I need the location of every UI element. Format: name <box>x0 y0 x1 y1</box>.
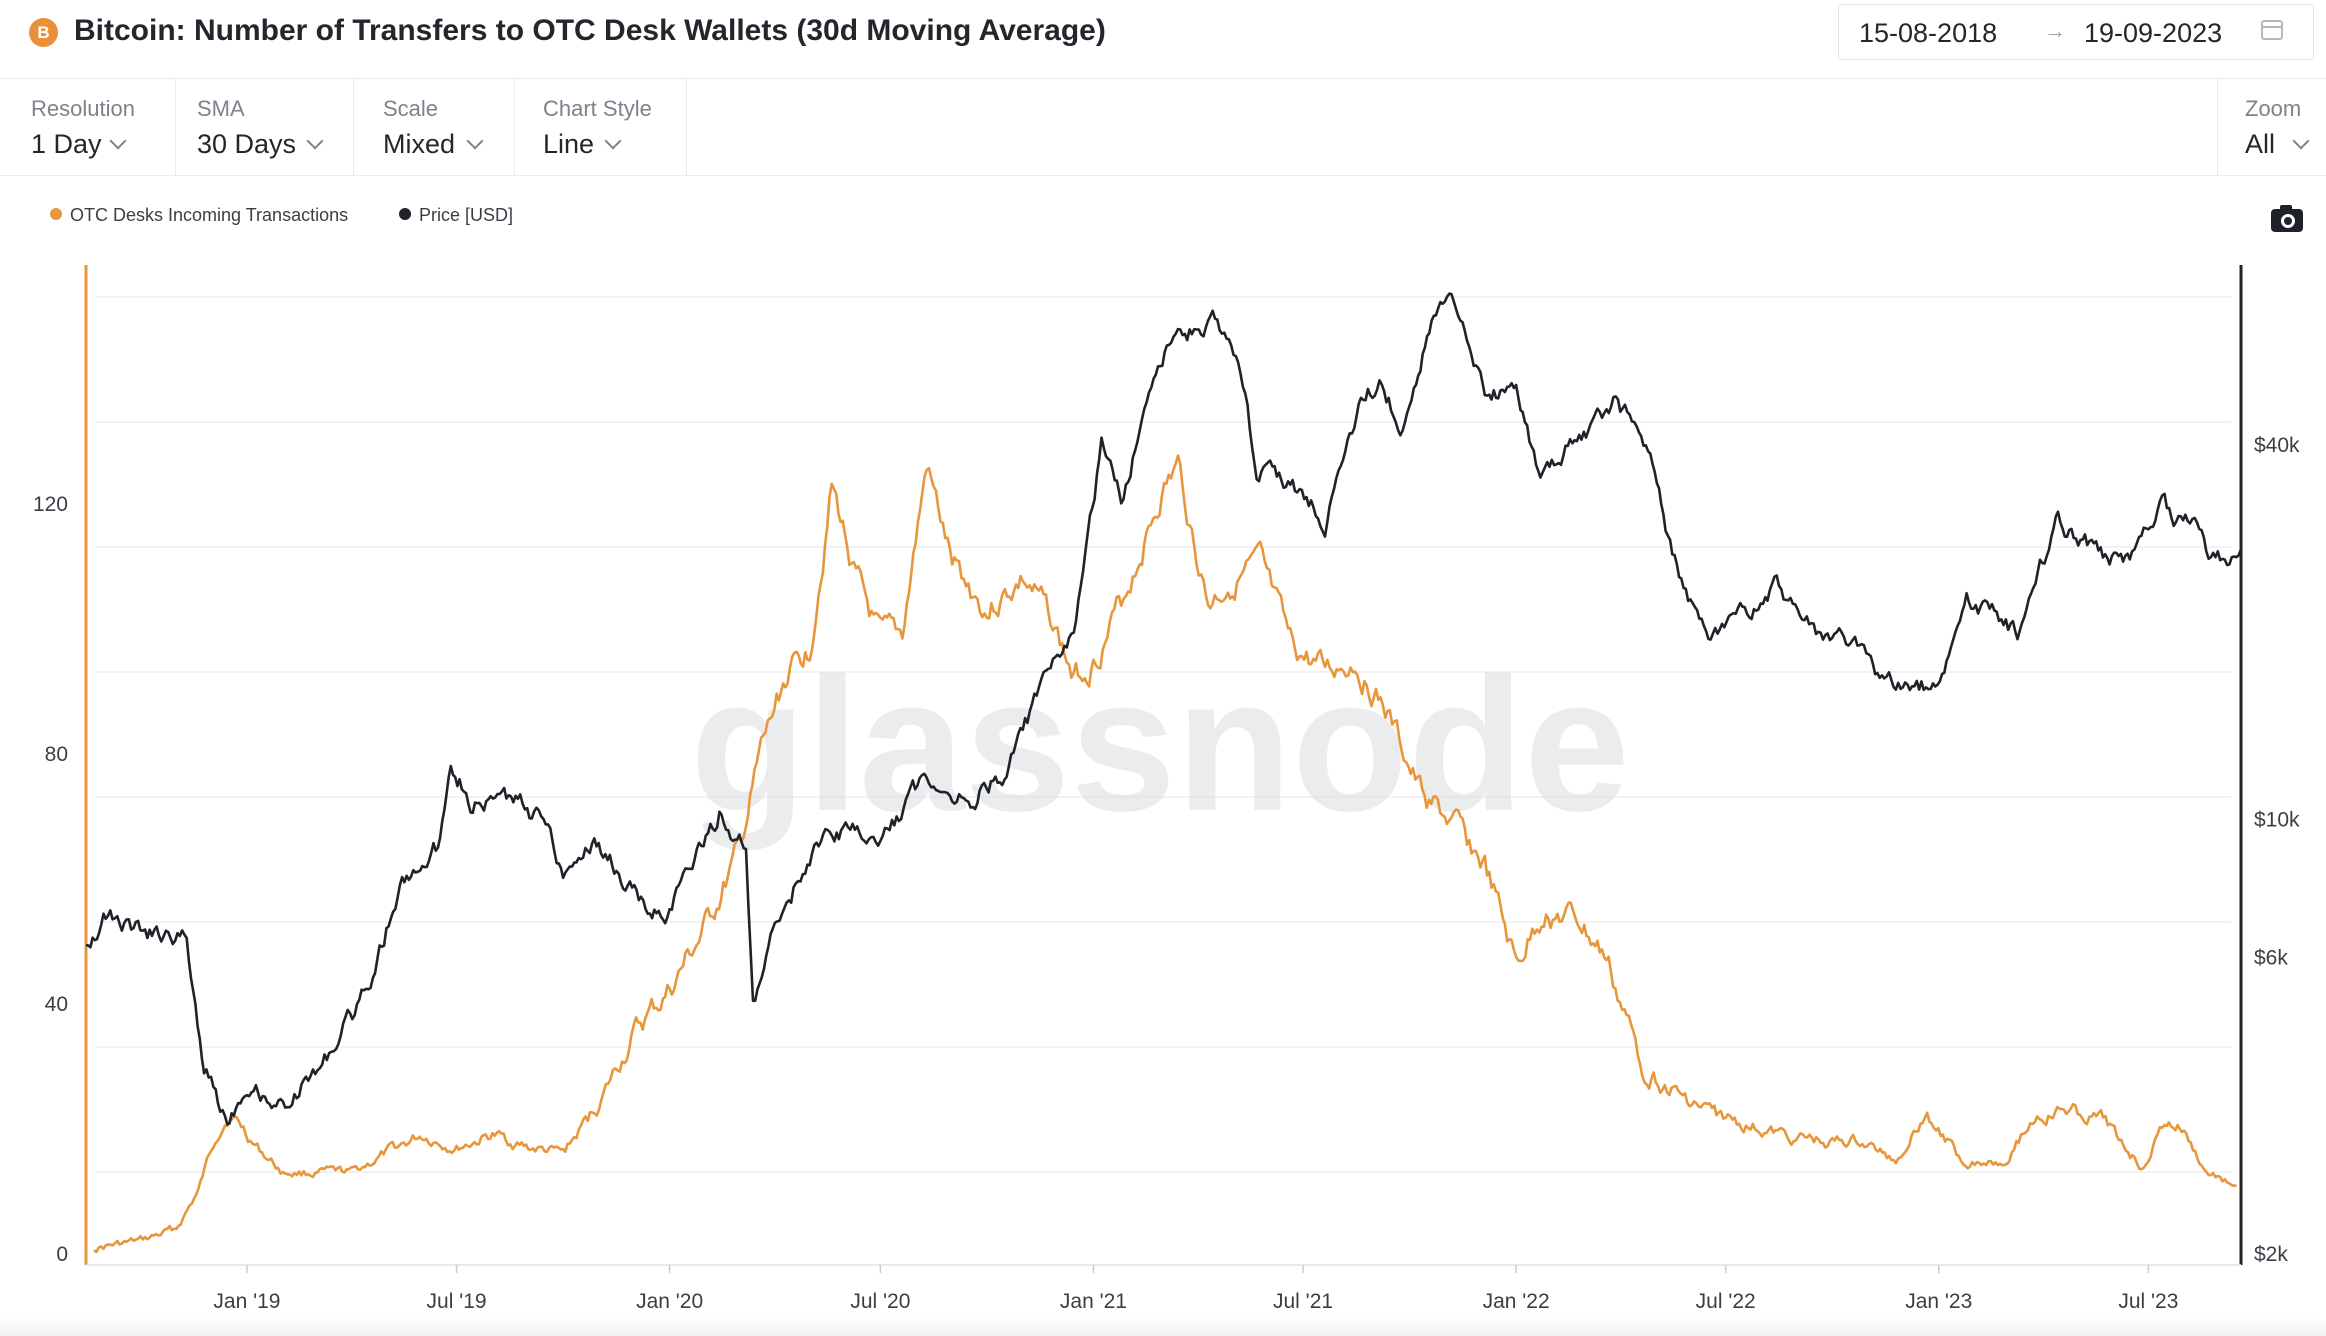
date-range-picker[interactable]: 15-08-2018 → 19-09-2023 <box>1838 4 2314 60</box>
chevron-down-icon <box>2292 132 2310 150</box>
resolution-label: Resolution <box>31 96 135 121</box>
x-axis-tick-label: Jan '21 <box>1060 1290 1127 1313</box>
chart-style-value[interactable]: Line <box>543 129 595 159</box>
right-axis-tick-label: $6k <box>2254 946 2288 969</box>
chevron-down-icon <box>604 132 622 150</box>
watermark-text: glassnode <box>690 639 1630 851</box>
legend-label-otc: OTC Desks Incoming Transactions <box>70 205 349 225</box>
left-axis-tick-label: 0 <box>56 1243 68 1266</box>
sma-label: SMA <box>197 96 245 121</box>
chart-canvas: glassnode 0 40 80 120 $2k $6k $10k $40k Jan '19 Ju… <box>33 265 2300 1313</box>
left-axis-tick-label: 40 <box>45 993 68 1016</box>
legend-label-price: Price [USD] <box>419 205 514 225</box>
chart-style-select[interactable]: Chart Style Line <box>515 79 687 175</box>
otc-transactions-line <box>93 454 2237 1254</box>
chevron-down-icon <box>466 132 484 150</box>
zoom-label: Zoom <box>2245 96 2302 121</box>
camera-icon[interactable] <box>2271 205 2303 232</box>
scale-value[interactable]: Mixed <box>383 129 456 159</box>
x-axis-tick-label: Jul '22 <box>1696 1290 1756 1313</box>
x-axis-tick-label: Jan '20 <box>636 1290 703 1313</box>
x-axis-tick-label: Jan '23 <box>1905 1290 1972 1313</box>
date-start-input[interactable]: 15-08-2018 <box>1859 18 1998 48</box>
price-usd-line <box>85 292 2243 1126</box>
right-axis-tick-label: $2k <box>2254 1243 2288 1266</box>
calendar-icon[interactable] <box>2261 20 2283 40</box>
bitcoin-icon: B <box>29 18 58 47</box>
left-axis-tick-label: 80 <box>45 743 68 766</box>
x-axis-tick-label: Jan '22 <box>1483 1290 1550 1313</box>
left-axis-tick-label: 120 <box>33 493 68 516</box>
chart-controls: Resolution 1 Day SMA 30 Days Scale Mixed… <box>0 79 2326 176</box>
chevron-down-icon <box>306 132 324 150</box>
scale-label: Scale <box>383 96 439 121</box>
chart-style-label: Chart Style <box>543 96 652 121</box>
page-title: Bitcoin: Number of Transfers to OTC Desk… <box>74 14 1106 47</box>
x-axis-tick-label: Jul '20 <box>850 1290 910 1313</box>
arrow-right-icon: → <box>2044 18 2066 43</box>
legend-dot-otc <box>50 208 62 220</box>
resolution-value[interactable]: 1 Day <box>31 129 102 159</box>
sma-value[interactable]: 30 Days <box>197 129 297 159</box>
resolution-select[interactable]: Resolution 1 Day <box>0 79 176 175</box>
date-end-input[interactable]: 19-09-2023 <box>2084 18 2223 48</box>
bottom-edge <box>0 1318 2326 1336</box>
chart-header: B Bitcoin: Number of Transfers to OTC De… <box>0 0 2326 79</box>
chevron-down-icon <box>109 132 127 150</box>
legend-item-otc[interactable]: OTC Desks Incoming Transactions <box>50 205 348 226</box>
x-axis-tick-label: Jul '23 <box>2118 1290 2178 1313</box>
x-axis-tick-label: Jan '19 <box>213 1290 280 1313</box>
scale-select[interactable]: Scale Mixed <box>354 79 515 175</box>
legend-item-price[interactable]: Price [USD] <box>399 205 513 226</box>
x-axis-tick-label: Jul '19 <box>427 1290 487 1313</box>
x-axis-tick-label: Jul '21 <box>1273 1290 1333 1313</box>
right-axis-tick-label: $10k <box>2254 808 2300 831</box>
zoom-select[interactable]: Zoom All <box>2217 79 2326 175</box>
zoom-value[interactable]: All <box>2245 129 2276 159</box>
sma-select[interactable]: SMA 30 Days <box>176 79 354 175</box>
right-axis-tick-label: $40k <box>2254 434 2300 457</box>
legend-dot-price <box>399 208 411 220</box>
